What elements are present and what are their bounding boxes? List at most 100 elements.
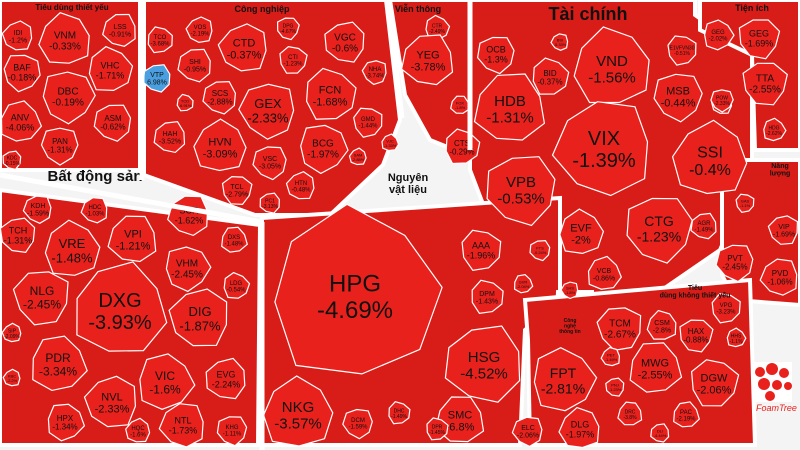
cell-baf[interactable]: BAF-0.18%: [3, 54, 41, 93]
cell-ldg[interactable]: LDG-0.54%: [223, 271, 251, 299]
cell-ctd[interactable]: CTD-0.37%: [217, 23, 267, 72]
cell-ctg[interactable]: CTG-1.23%: [626, 197, 693, 264]
cell-nha[interactable]: NHA-3.74%: [361, 60, 387, 86]
cell-dpg[interactable]: DPG-4.67%: [276, 17, 300, 41]
cell-dlg[interactable]: DLG-1.97%: [558, 406, 600, 449]
cell-geg[interactable]: GEG-1.69%: [738, 19, 781, 60]
cell-gex[interactable]: GEX-2.33%: [238, 83, 295, 140]
cell-pan[interactable]: PAN-1.31%: [40, 127, 79, 166]
cell-msb[interactable]: MSB-0.44%: [653, 73, 703, 123]
cell-gas[interactable]: GAS-1.1%: [735, 193, 755, 214]
cell-gvr[interactable]: GVR-2.04%: [513, 274, 534, 294]
cell-vnd[interactable]: VND-1.56%: [573, 26, 650, 104]
cell-pet[interactable]: PET-1.49%: [600, 346, 621, 367]
cell-ntl[interactable]: NTL-1.73%: [158, 403, 204, 448]
cell-nvl[interactable]: NVL-2.33%: [83, 375, 137, 428]
cell-aaa[interactable]: AAA-1.96%: [461, 229, 502, 272]
cell-scs[interactable]: SCS-2.88%: [202, 80, 237, 115]
cell-tta[interactable]: TTA-2.55%: [742, 62, 788, 106]
cell-tcd[interactable]: TCD-6.91%: [176, 93, 194, 112]
cell-vcb[interactable]: VCB-0.86%: [587, 255, 622, 290]
cell-tch[interactable]: TCH-1.31%: [0, 217, 36, 253]
cell-kdh[interactable]: KDH-1.59%: [22, 195, 52, 224]
cell-ctr[interactable]: CTR-2.49%: [425, 14, 451, 41]
cell-vnm[interactable]: VNM-0.33%: [38, 12, 90, 64]
cell-hpg[interactable]: HPG-4.69%: [274, 203, 443, 375]
cell-lss[interactable]: LSS-0.91%: [102, 13, 136, 47]
cell-vpb[interactable]: VPB-0.53%: [486, 156, 556, 227]
cell-pac[interactable]: PAC-2.19%: [673, 401, 700, 428]
cell-dxs[interactable]: DXS-1.48%: [221, 226, 248, 253]
cell-vos[interactable]: VOS-2.19%: [185, 16, 213, 44]
cell-shs[interactable]: SHS-1.8%: [560, 281, 579, 300]
cell-hdb[interactable]: HDB-1.31%: [473, 73, 546, 141]
cell-gmd[interactable]: GMD-1.44%: [353, 107, 383, 138]
cell-dli[interactable]: DLI-4.44%: [650, 423, 670, 443]
cell-vip[interactable]: VIP-1.69%: [767, 215, 799, 245]
cell-hhs[interactable]: HHS-1.1%: [726, 327, 747, 348]
cell-cti[interactable]: CTI-1.23%: [279, 46, 308, 74]
cell-vre[interactable]: VRE-1.48%: [44, 219, 101, 276]
cell-bsi[interactable]: BSI-5.33%: [550, 33, 569, 51]
cell-agr[interactable]: AGR-1.49%: [690, 212, 717, 240]
cell-dgw[interactable]: DGW-2.06%: [690, 359, 740, 407]
cell-nkg[interactable]: NKG-3.57%: [262, 375, 334, 447]
cell-vsc[interactable]: VSC-3.05%: [252, 146, 287, 181]
cell-dxg[interactable]: DXG-3.93%: [76, 261, 168, 352]
cell-dig[interactable]: DIG-1.87%: [168, 288, 228, 347]
cell-elc[interactable]: ELC-2.06%: [511, 416, 543, 448]
cell-hdg[interactable]: HDG-2.62%: [763, 117, 787, 142]
cell-vic[interactable]: VIC-1.6%: [139, 353, 196, 410]
cell-anv[interactable]: ANV-4.06%: [0, 100, 43, 142]
cell-evg[interactable]: EVG-2.24%: [205, 357, 246, 400]
cell-vgc[interactable]: VGC-0.6%: [324, 21, 365, 63]
cell-tco[interactable]: TCO-3.68%: [147, 26, 173, 54]
cell-hah[interactable]: HAH-3.52%: [153, 121, 186, 154]
cell-pvt[interactable]: PVT-2.45%: [715, 244, 754, 283]
cell-nlg[interactable]: NLG-2.45%: [12, 271, 69, 326]
cell-csm[interactable]: CSM-2.8%: [646, 309, 677, 340]
cell-khg[interactable]: KHG-1.11%: [216, 416, 248, 447]
cell-shi[interactable]: SHI-0.95%: [177, 48, 211, 83]
cell-evf[interactable]: EVF-2%: [559, 208, 605, 255]
cell-vhc[interactable]: VHC-1.71%: [88, 45, 134, 92]
cell-vhm[interactable]: VHM-2.45%: [165, 246, 212, 293]
cell-idi[interactable]: IDI-1.2%: [1, 20, 33, 51]
cell-hdc[interactable]: HDC-1.03%: [80, 197, 108, 224]
cell-fpt[interactable]: FPT-2.81%: [533, 347, 598, 412]
cell-ssi[interactable]: SSI-0.4%: [671, 119, 748, 195]
cell-pvd[interactable]: PVD-1.06%: [759, 258, 798, 296]
cell-asm[interactable]: ASM-0.62%: [93, 104, 132, 142]
cell-hvn[interactable]: HVN-3.09%: [193, 118, 247, 172]
cell-pc1[interactable]: PC1-3.13%: [259, 192, 280, 214]
cell-sam[interactable]: SAM-2.88%: [348, 147, 367, 166]
cell-geg[interactable]: GEG-2.02%: [703, 19, 735, 51]
cell-mwg[interactable]: MWG-2.55%: [629, 342, 683, 393]
cell-tcm[interactable]: TCM-2.67%: [596, 307, 642, 352]
cell-e1vfvn30[interactable]: E1VFVN30-0.51%: [667, 35, 697, 66]
cell-kdc[interactable]: KDC-0.15%: [2, 150, 22, 170]
cell-pow[interactable]: POW-2.33%: [710, 89, 734, 113]
cell-ocb[interactable]: OCB-1.3%: [476, 36, 515, 75]
cell-fcn[interactable]: FCN-1.68%: [305, 67, 357, 120]
cell-vjc[interactable]: VJC-1.33%: [381, 133, 400, 152]
cell-drc[interactable]: DRC-3.8%: [617, 401, 643, 426]
cell-vix[interactable]: VIX-1.39%: [551, 101, 649, 197]
cell-hsg[interactable]: HSG-4.52%: [444, 325, 521, 403]
cell-hax[interactable]: HAX-0.88%: [679, 319, 714, 353]
cell-pnj[interactable]: PNJ-1.23%: [605, 377, 625, 397]
cell-sip[interactable]: SIP-2.09%: [1, 322, 22, 343]
cell-dcm[interactable]: DCM-1.59%: [342, 408, 373, 440]
cell-dpr[interactable]: DPR-1.45%: [426, 417, 449, 441]
cell-vpg[interactable]: VPG-3.23%: [711, 293, 741, 324]
cell-dbc[interactable]: DBC-0.19%: [42, 71, 96, 125]
cell-vpi[interactable]: VPI-1.21%: [107, 215, 157, 263]
cell-dpm[interactable]: DPM-1.43%: [471, 279, 504, 314]
cell-htn[interactable]: HTN-0.48%: [285, 171, 315, 200]
cell-bcg[interactable]: BCG-1.97%: [300, 124, 349, 175]
cell-tcl[interactable]: TCL-2.79%: [221, 175, 253, 206]
cell-kbc[interactable]: KBC-2.2%: [2, 368, 21, 387]
cell-fts[interactable]: FTS-0.24%: [529, 239, 551, 262]
cell-pdr[interactable]: PDR-3.34%: [32, 335, 88, 392]
